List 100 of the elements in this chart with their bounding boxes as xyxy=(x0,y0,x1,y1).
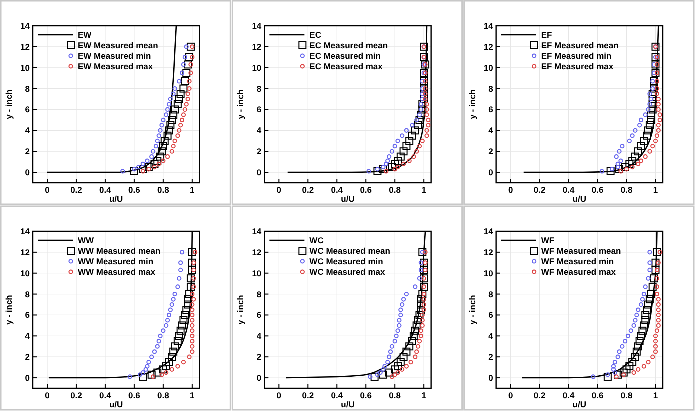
point xyxy=(614,370,622,379)
point xyxy=(176,284,180,290)
point xyxy=(410,332,418,340)
point xyxy=(612,370,618,376)
point xyxy=(182,69,191,78)
point xyxy=(391,366,400,374)
y-tick-label: 10 xyxy=(252,62,262,73)
point xyxy=(406,137,414,146)
point xyxy=(394,157,402,166)
point xyxy=(610,167,615,172)
point xyxy=(648,149,652,154)
legend-label: EC Measured max xyxy=(310,62,384,72)
point xyxy=(648,92,652,96)
point xyxy=(408,337,416,346)
point xyxy=(388,163,396,172)
legend-label: WF Measured max xyxy=(541,267,616,277)
point xyxy=(622,366,631,374)
point xyxy=(648,95,657,104)
point xyxy=(401,162,406,166)
point xyxy=(426,123,431,128)
point xyxy=(650,84,658,93)
x-tick-label: 1 xyxy=(653,185,658,195)
point xyxy=(616,354,620,360)
point xyxy=(648,260,652,266)
point xyxy=(649,96,654,102)
point xyxy=(591,374,596,380)
point xyxy=(176,364,180,369)
point xyxy=(620,344,625,349)
point xyxy=(396,152,405,161)
point xyxy=(404,128,409,133)
y-tick-label: 0 xyxy=(25,168,30,178)
point xyxy=(643,112,648,118)
point xyxy=(644,300,653,309)
point xyxy=(653,138,658,144)
y-tick-label: 2 xyxy=(25,352,30,362)
point xyxy=(636,337,644,346)
point xyxy=(175,332,184,340)
point xyxy=(656,260,661,266)
point xyxy=(120,169,126,174)
legend-label: EC Measured min xyxy=(310,51,381,61)
y-axis-title: y - inch xyxy=(467,295,478,325)
point xyxy=(170,302,174,308)
point xyxy=(417,296,426,304)
legend-label: EW Measured max xyxy=(78,62,154,72)
y-tick-label: 2 xyxy=(256,352,262,362)
point xyxy=(654,134,660,138)
point xyxy=(188,258,196,267)
point xyxy=(418,260,424,266)
x-tick-label: 0 xyxy=(508,390,514,400)
point xyxy=(423,96,428,102)
point xyxy=(420,95,428,104)
point xyxy=(420,312,425,318)
point xyxy=(638,123,642,128)
point xyxy=(180,84,188,93)
point xyxy=(182,107,188,112)
point xyxy=(654,79,660,84)
point xyxy=(611,367,616,372)
point xyxy=(398,308,404,312)
point xyxy=(401,297,406,302)
point xyxy=(640,137,648,146)
y-tick-label: 10 xyxy=(20,62,30,73)
point xyxy=(654,62,660,68)
point xyxy=(643,306,652,314)
point xyxy=(370,372,379,381)
point xyxy=(181,62,186,68)
point xyxy=(658,118,662,122)
y-tick-label: 6 xyxy=(256,310,262,320)
point xyxy=(400,134,405,138)
point xyxy=(652,266,660,274)
point xyxy=(164,112,169,118)
point xyxy=(188,248,196,256)
point xyxy=(190,350,195,354)
point xyxy=(621,163,630,172)
y-tick-label: 2 xyxy=(25,146,30,157)
x-tick-label: 1 xyxy=(653,390,658,400)
point xyxy=(144,163,153,172)
point xyxy=(653,350,658,354)
point xyxy=(414,149,420,154)
point xyxy=(653,339,658,344)
x-tick-label: 0.8 xyxy=(620,185,633,195)
point xyxy=(392,167,398,172)
point xyxy=(170,348,178,356)
point xyxy=(626,160,634,168)
y-tick-label: 14 xyxy=(252,21,262,31)
point xyxy=(414,316,422,324)
y-tick-label: 8 xyxy=(25,289,30,300)
point xyxy=(400,302,405,308)
point xyxy=(658,112,662,118)
point xyxy=(366,169,372,174)
x-tick-label: 0.2 xyxy=(302,185,314,195)
point xyxy=(656,302,661,308)
point xyxy=(620,368,628,377)
point xyxy=(640,297,646,302)
point xyxy=(152,350,158,354)
point xyxy=(648,106,657,114)
y-tick-label: 6 xyxy=(488,310,494,320)
point xyxy=(152,165,158,170)
point xyxy=(394,334,399,338)
point xyxy=(653,248,662,256)
y-axis-title: y - inch xyxy=(236,90,246,120)
